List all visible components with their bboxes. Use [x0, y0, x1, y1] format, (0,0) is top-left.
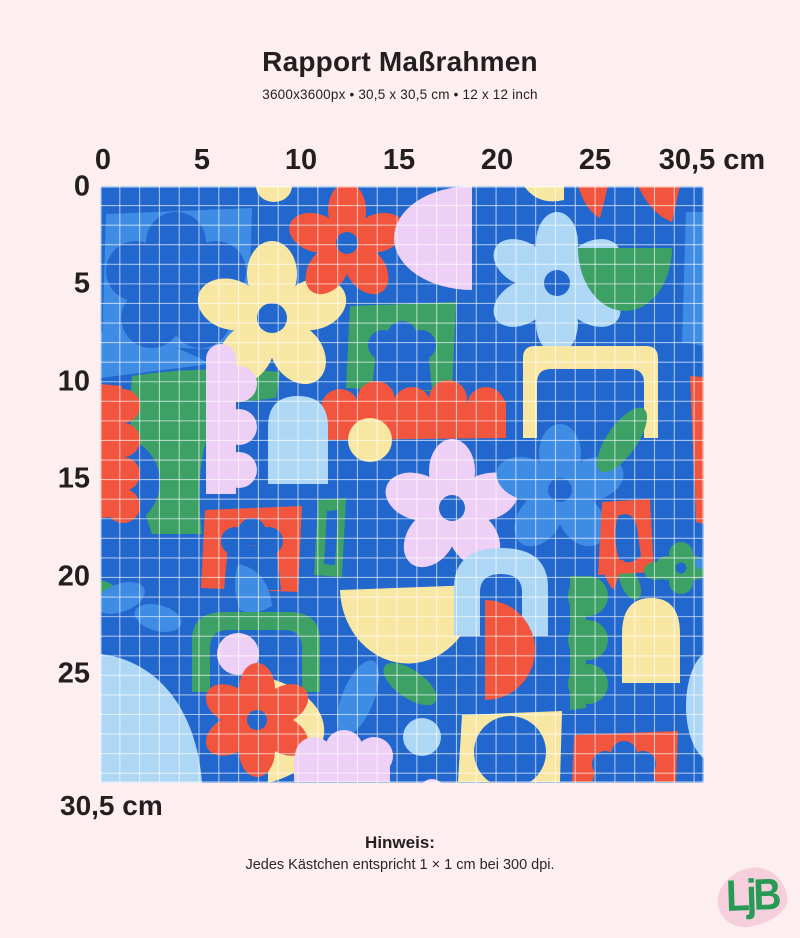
ruler-tick-top-0: 0 [94, 144, 112, 176]
pattern-image [100, 186, 704, 783]
pattern-preview [100, 186, 704, 783]
pattern-grid [100, 186, 704, 783]
ruler-tick-top-5: 5 [193, 144, 211, 176]
ruler-tick-top-10: 10 [284, 144, 318, 176]
tulip-cutout-shape [592, 741, 656, 783]
ruler-tick-left-5: 5 [73, 267, 90, 300]
ruler-tick-left-0: 0 [73, 170, 90, 203]
red-flower-shape [289, 186, 405, 295]
note-body: Jedes Kästchen entspricht 1 × 1 cm bei 3… [245, 857, 555, 873]
lilac-scallops-shape [294, 730, 393, 782]
logo: LjB [725, 869, 779, 922]
ruler-tick-left-10: 10 [57, 365, 90, 398]
note-heading: Hinweis: [365, 833, 435, 852]
ruler-tick-left-20: 20 [57, 560, 90, 593]
red-scallops-edge-shape [100, 384, 140, 523]
ruler-top-end-label: 30,5 cm [658, 144, 766, 176]
ruler-tick-top-20: 20 [480, 144, 514, 176]
green-scallops-shape [568, 576, 608, 710]
ruler-tick-top-25: 25 [578, 144, 612, 176]
ruler-tick-left-15: 15 [57, 462, 90, 495]
page-title: Rapport Maßrahmen [262, 46, 538, 77]
pattern-shapes [100, 186, 704, 783]
tulip-cutout-shape [368, 321, 436, 390]
ruler-tick-left-25: 25 [57, 657, 90, 690]
ruler-bottom-left-label: 30,5 cm [60, 790, 163, 821]
lightblue-flower-shape [493, 212, 621, 354]
ruler-tick-top-15: 15 [382, 144, 416, 176]
page-subtitle: 3600x3600px • 30,5 x 30,5 cm • 12 x 12 i… [262, 87, 538, 102]
